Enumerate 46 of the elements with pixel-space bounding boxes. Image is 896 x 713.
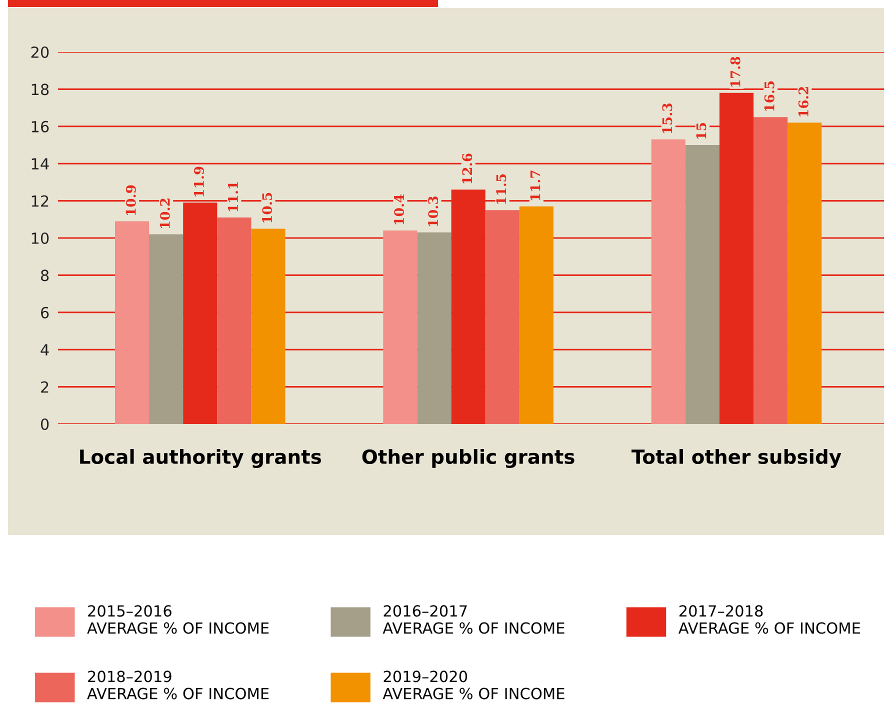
data-label: 11.9 [194,166,204,196]
y-tick-label: 16 [32,120,49,132]
y-tick-label: 6 [41,306,49,318]
data-label: 10.4 [394,194,404,224]
data-label: 10.5 [262,192,272,222]
data-label: 11.1 [228,182,238,212]
x-tick-label: Local authority grants [80,449,322,468]
bar [217,218,252,424]
data-label: 10.3 [428,196,438,226]
data-label: 16.5 [764,81,774,111]
y-tick-label: 2 [41,381,48,393]
bar [149,234,184,424]
bar [651,139,686,424]
legend-label: 2015–2016 AVERAGE % OF INCOME [87,605,269,634]
bar [383,230,418,424]
y-tick-label: 8 [40,270,49,282]
bar [754,117,788,424]
x-tick-label: Other public grants [362,449,574,468]
bar [685,145,720,424]
data-label: 10.2 [160,198,170,228]
bar [114,221,150,424]
x-tick-label: Total other subsidy [632,449,842,468]
data-label: 11.7 [530,170,540,200]
data-label: 17.8 [730,56,740,87]
y-tick-label: 20 [31,46,49,58]
data-label: 16.2 [798,87,808,116]
y-tick-label: 0 [40,418,49,430]
bar [519,206,554,424]
data-label: 10.9 [126,185,136,215]
data-label: 12.6 [462,154,472,184]
legend-label: 2018–2019 AVERAGE % OF INCOME [87,670,269,700]
bar [251,228,286,424]
data-label: 15 [696,122,706,139]
legend-label: 2016–2017 AVERAGE % OF INCOME [382,605,564,634]
bar [485,210,520,424]
data-label: 11.5 [496,174,506,204]
bar [788,122,822,424]
bar [417,232,452,424]
y-tick-label: 12 [32,195,48,207]
y-tick-label: 18 [32,84,49,96]
data-label: 15.3 [662,103,672,134]
legend-label: 2017–2018 AVERAGE % OF INCOME [678,605,860,634]
y-tick-label: 14 [32,158,49,170]
y-tick-label: 4 [40,344,49,356]
y-tick-label: 10 [32,232,49,244]
legend-label: 2019–2020 AVERAGE % OF INCOME [382,670,564,700]
